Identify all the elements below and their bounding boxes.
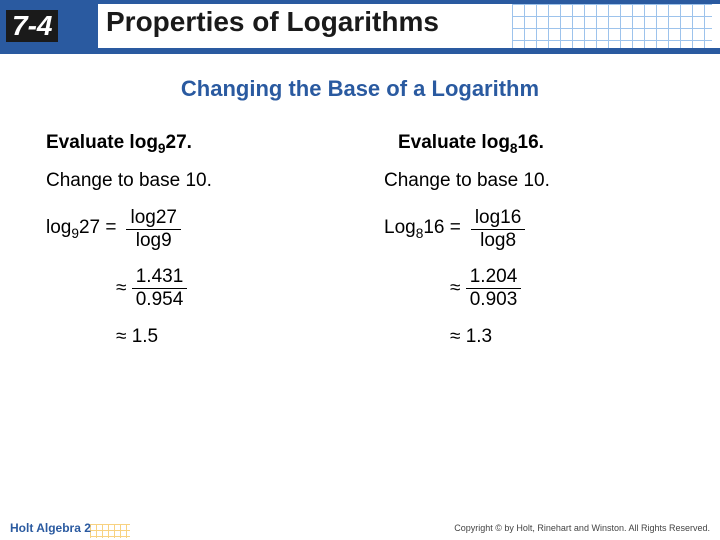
left-frac-den: log9	[126, 230, 181, 251]
prompt-prefix: Evaluate log	[46, 132, 158, 153]
left-column: Evaluate log927. Change to base 10. log9…	[46, 132, 340, 348]
prompt-arg: 16.	[518, 132, 544, 153]
right-prompt: Evaluate log816.	[380, 132, 674, 156]
book-label: Holt Algebra 2	[10, 521, 91, 535]
subtitle: Changing the Base of a Logarithm	[0, 76, 720, 102]
right-equation: Log816 = log16 log8	[380, 208, 674, 251]
left-frac-num: log27	[126, 208, 181, 230]
left-approx-den: 0.954	[132, 289, 188, 310]
left-equation: log927 = log27 log9	[46, 208, 340, 251]
section-number: 7-4	[6, 10, 58, 42]
left-approx-frac: 1.431 0.954	[132, 267, 188, 310]
right-approx-fraction: ≈ 1.204 0.903	[380, 267, 674, 310]
page-title: Properties of Logarithms	[106, 6, 439, 38]
header-bar: 7-4 Properties of Logarithms	[0, 0, 720, 54]
left-change-text: Change to base 10.	[46, 170, 340, 192]
approx-symbol: ≈	[116, 277, 126, 298]
lhs-prefix: Log	[384, 217, 416, 238]
lhs-arg: 27 =	[79, 217, 117, 238]
right-frac-den: log8	[471, 230, 526, 251]
right-column: Evaluate log816. Change to base 10. Log8…	[380, 132, 674, 348]
right-result: ≈ 1.3	[380, 326, 674, 348]
left-fraction: log27 log9	[126, 208, 181, 251]
left-approx-fraction: ≈ 1.431 0.954	[46, 267, 340, 310]
prompt-prefix: Evaluate log	[398, 132, 510, 153]
header-bottom-rule	[0, 48, 720, 54]
right-fraction: log16 log8	[471, 208, 526, 251]
lhs-prefix: log	[46, 217, 71, 238]
copyright-text: Copyright © by Holt, Rinehart and Winsto…	[454, 523, 710, 533]
prompt-base: 9	[158, 141, 166, 156]
right-change-text: Change to base 10.	[380, 170, 674, 192]
prompt-base: 8	[510, 141, 518, 156]
right-lhs: Log816 =	[384, 217, 461, 241]
left-result: ≈ 1.5	[46, 326, 340, 348]
left-prompt: Evaluate log927.	[46, 132, 340, 156]
left-lhs: log927 =	[46, 217, 116, 241]
section-badge: 7-4	[0, 4, 98, 48]
footer-bar: Holt Algebra 2 Copyright © by Holt, Rine…	[0, 516, 720, 540]
left-approx-num: 1.431	[132, 267, 188, 289]
lhs-base: 9	[71, 226, 79, 241]
right-frac-num: log16	[471, 208, 526, 230]
right-approx-num: 1.204	[466, 267, 522, 289]
prompt-arg: 27.	[166, 132, 192, 153]
lhs-arg: 16 =	[423, 217, 461, 238]
approx-symbol: ≈	[450, 277, 460, 298]
content-columns: Evaluate log927. Change to base 10. log9…	[0, 102, 720, 348]
header-grid-decoration	[512, 4, 712, 48]
right-approx-den: 0.903	[466, 289, 522, 310]
right-approx-frac: 1.204 0.903	[466, 267, 522, 310]
